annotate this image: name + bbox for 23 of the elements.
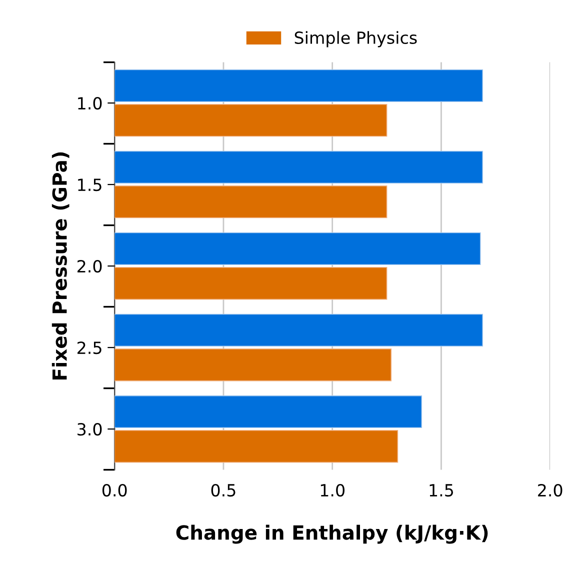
legend-label: Simple Physics — [294, 31, 417, 48]
x-tick-label: 0.5 — [211, 484, 236, 497]
x-tick-label: 1.5 — [430, 484, 454, 497]
y-tick-label: 2.0 — [78, 260, 102, 273]
x-tick-label: 1.0 — [320, 484, 344, 497]
bar — [114, 348, 392, 382]
y-tick-label: 3.0 — [78, 422, 102, 436]
bar — [114, 314, 483, 347]
bar — [114, 232, 481, 266]
y-tick-label: 1.0 — [78, 96, 102, 110]
x-axis-title: Change in Enthalpy (kJ/kg·K) — [176, 524, 488, 544]
bar — [114, 150, 483, 184]
y-axis-title: Fixed Pressure (GPa) — [52, 152, 70, 380]
bar — [114, 69, 483, 102]
bar — [114, 395, 422, 428]
bar — [114, 104, 388, 137]
x-tick-label: 0.0 — [102, 484, 127, 497]
y-tick-label: 2.5 — [78, 341, 102, 354]
bar — [114, 185, 388, 218]
bar — [114, 266, 388, 300]
bar — [114, 430, 398, 463]
x-tick-label: 2.0 — [538, 484, 562, 497]
y-tick-label: 1.5 — [78, 178, 102, 192]
